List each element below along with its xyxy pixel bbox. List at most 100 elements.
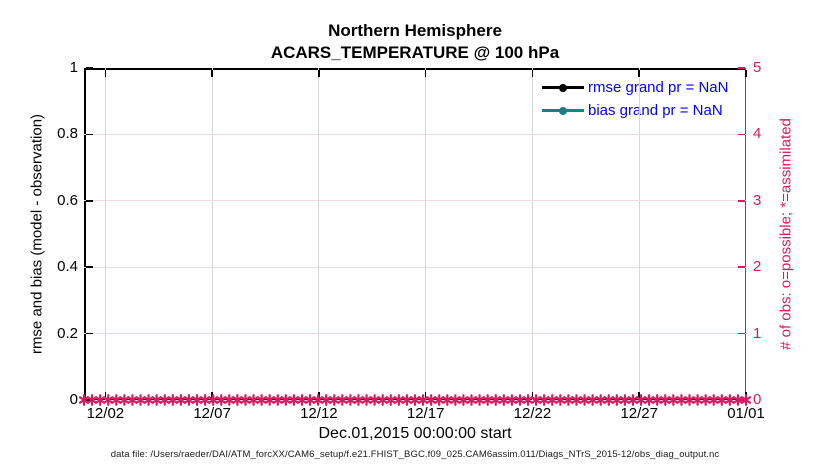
x-tick-label: 01/01 <box>727 405 765 422</box>
chart-subtitle: ACARS_TEMPERATURE @ 100 hPa <box>270 43 560 62</box>
obs-asterisk-marker <box>595 394 606 406</box>
obs-asterisk-marker <box>409 394 421 406</box>
right-tick-mark <box>737 200 745 202</box>
legend-row: bias grand pr = NaN <box>542 99 728 122</box>
x-tick-mark-top <box>211 69 213 77</box>
obs-asterisk-marker <box>224 394 235 406</box>
axis-right-border <box>744 68 746 400</box>
x-gridline <box>425 68 427 400</box>
left-tick-mark <box>85 133 93 136</box>
x-gridline <box>531 68 533 400</box>
obs-asterisk-marker <box>191 394 203 406</box>
obs-asterisk-marker <box>684 394 695 406</box>
x-tick-mark-bottom <box>638 391 640 399</box>
x-gridline <box>211 68 213 400</box>
obs-asterisk-marker <box>264 394 275 406</box>
x-tick-label: 12/17 <box>406 405 445 422</box>
right-tick-label: 4 <box>753 125 762 143</box>
x-gridline <box>638 68 640 400</box>
x-tick-label: 12/22 <box>513 405 552 422</box>
right-tick-label: 5 <box>753 59 762 76</box>
obs-asterisk-marker <box>587 394 598 406</box>
axis-top-border <box>84 68 746 70</box>
obs-asterisk-marker <box>119 394 130 406</box>
x-tick-mark-top <box>638 69 640 77</box>
left-tick-label: 0.4 <box>57 258 78 276</box>
obs-asterisk-marker <box>692 394 703 406</box>
obs-asterisk-marker <box>296 394 308 406</box>
left-tick-mark <box>85 332 93 335</box>
obs-asterisk-marker <box>700 394 711 406</box>
legend-row: rmse grand pr = NaN <box>542 76 728 99</box>
right-axis-label: # of obs: o=possible; *=assimilated <box>777 118 795 350</box>
obs-asterisk-marker <box>345 394 356 406</box>
obs-asterisk-marker <box>248 394 259 406</box>
obs-asterisk-marker <box>393 394 404 406</box>
obs-asterisk-marker <box>256 394 267 406</box>
obs-asterisk-marker <box>740 394 752 406</box>
obs-asterisk-marker <box>232 394 243 406</box>
obs-asterisk-marker <box>716 394 727 406</box>
y-gridline <box>84 200 746 202</box>
obs-asterisk-marker <box>708 394 719 406</box>
obs-asterisk-marker <box>321 394 332 406</box>
obs-asterisk-marker <box>474 394 485 406</box>
obs-asterisk-marker <box>167 394 178 406</box>
obs-asterisk-marker <box>377 394 388 406</box>
obs-asterisk-marker <box>313 394 324 406</box>
obs-asterisk-marker <box>563 394 574 406</box>
obs-asterisk-marker <box>603 394 614 406</box>
obs-asterisk-marker <box>482 394 493 406</box>
obs-asterisk-marker <box>337 394 348 406</box>
left-axis-label: rmse and bias (model - observation) <box>28 113 46 355</box>
right-tick-mark <box>737 67 745 69</box>
obs-asterisk-marker <box>159 394 170 406</box>
obs-asterisk-marker <box>127 394 138 406</box>
obs-asterisk-marker <box>78 394 90 406</box>
obs-asterisk-marker <box>272 394 283 406</box>
left-tick-label: 0.2 <box>57 324 78 342</box>
x-tick-mark-top <box>745 69 747 77</box>
left-tick-label: 0.6 <box>57 191 78 209</box>
obs-asterisk-marker <box>151 394 162 406</box>
left-tick-label: 0 <box>69 391 78 408</box>
right-tick-label: 3 <box>753 191 762 209</box>
x-tick-mark-bottom <box>104 391 107 399</box>
obs-asterisk-marker <box>644 394 655 406</box>
x-axis-label: Dec.01,2015 00:00:00 start <box>318 425 512 442</box>
obs-asterisk-marker <box>458 394 469 406</box>
left-tick-mark <box>85 67 93 69</box>
obs-asterisk-marker <box>111 394 122 406</box>
legend-line-sample <box>542 106 584 115</box>
obs-asterisk-marker <box>216 394 227 406</box>
obs-asterisk-marker <box>442 394 453 406</box>
obs-asterisk-marker <box>288 394 300 406</box>
left-tick-mark <box>85 399 93 401</box>
obs-asterisk-marker <box>547 394 558 406</box>
obs-asterisk-marker <box>732 394 744 406</box>
obs-asterisk-marker <box>135 394 146 406</box>
obs-asterisk-marker <box>668 394 679 406</box>
obs-asterisk-marker <box>103 394 114 406</box>
x-tick-mark-top <box>104 69 107 77</box>
x-tick-label: 12/02 <box>86 405 125 422</box>
left-tick-label: 0.8 <box>57 125 78 143</box>
chart-title: Northern Hemisphere <box>328 21 502 40</box>
right-tick-mark <box>737 399 745 401</box>
right-tick-label: 2 <box>753 258 762 276</box>
obs-asterisk-marker <box>530 394 542 406</box>
obs-asterisk-marker <box>514 394 526 406</box>
obs-asterisk-marker <box>466 394 477 406</box>
x-tick-mark-top <box>424 69 427 77</box>
obs-asterisk-marker <box>417 394 429 406</box>
x-tick-mark-bottom <box>531 391 534 399</box>
obs-asterisk-marker <box>361 394 372 406</box>
x-tick-label: 12/07 <box>193 405 231 422</box>
x-gridline <box>104 68 106 400</box>
x-tick-mark-top <box>318 69 320 77</box>
obs-asterisk-marker <box>329 394 340 406</box>
obs-asterisk-marker <box>95 394 106 406</box>
obs-asterisk-marker <box>522 394 534 406</box>
obs-asterisk-marker <box>539 394 550 406</box>
